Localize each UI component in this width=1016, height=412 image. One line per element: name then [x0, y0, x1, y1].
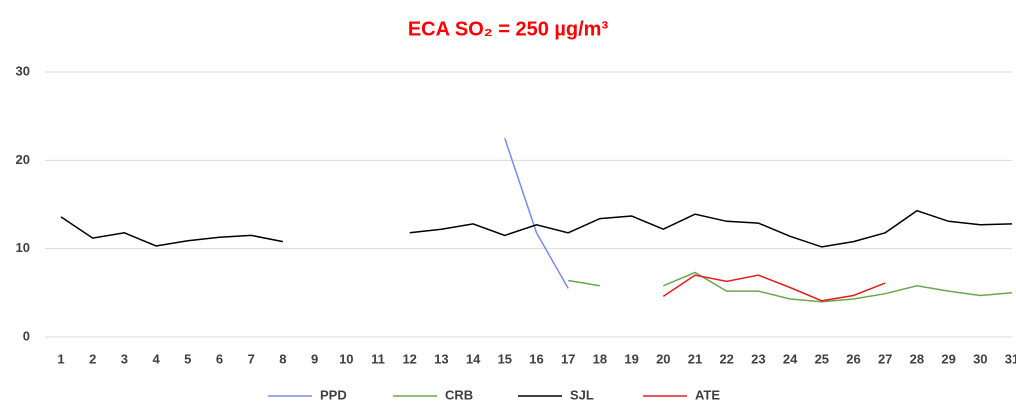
y-tick-label: 0 [23, 328, 30, 343]
series-line [662, 274, 886, 302]
series-line [504, 138, 569, 289]
y-tick-label: 20 [16, 152, 30, 167]
x-tick-label: 31 [1005, 351, 1016, 366]
x-tick-label: 29 [941, 351, 955, 366]
y-tick-label: 10 [16, 240, 30, 255]
x-tick-label: 4 [152, 351, 160, 366]
legend-label: SJL [570, 387, 594, 402]
x-tick-label: 5 [184, 351, 191, 366]
x-tick-label: 6 [216, 351, 223, 366]
chart-title: ECA SO₂ = 250 µg/m³ [408, 18, 609, 40]
x-tick-label: 21 [688, 351, 702, 366]
x-tick-label: 25 [815, 351, 829, 366]
x-tick-label: 13 [434, 351, 448, 366]
x-tick-label: 17 [561, 351, 575, 366]
series-line [568, 271, 1013, 303]
x-tick-label: 14 [466, 351, 481, 366]
x-tick-label: 28 [910, 351, 924, 366]
x-tick-label: 27 [878, 351, 892, 366]
x-tick-label: 20 [656, 351, 670, 366]
x-tick-label: 23 [751, 351, 765, 366]
x-tick-label: 7 [248, 351, 255, 366]
x-tick-label: 3 [121, 351, 128, 366]
x-tick-label: 1 [57, 351, 64, 366]
x-tick-label: 12 [402, 351, 416, 366]
x-tick-label: 10 [339, 351, 353, 366]
x-tick-label: 8 [279, 351, 286, 366]
x-tick-label: 15 [498, 351, 512, 366]
legend-label: CRB [445, 387, 473, 402]
x-tick-label: 19 [624, 351, 638, 366]
legend-label: ATE [695, 387, 720, 402]
x-tick-label: 26 [846, 351, 860, 366]
x-tick-label: 22 [719, 351, 733, 366]
legend-label: PPD [320, 387, 347, 402]
x-tick-label: 16 [529, 351, 543, 366]
series-line [60, 209, 1013, 248]
x-tick-label: 2 [89, 351, 96, 366]
x-tick-label: 18 [593, 351, 607, 366]
y-tick-label: 30 [16, 63, 30, 78]
x-tick-label: 30 [973, 351, 987, 366]
x-tick-label: 9 [311, 351, 318, 366]
x-tick-label: 24 [783, 351, 798, 366]
x-tick-label: 11 [371, 351, 385, 366]
